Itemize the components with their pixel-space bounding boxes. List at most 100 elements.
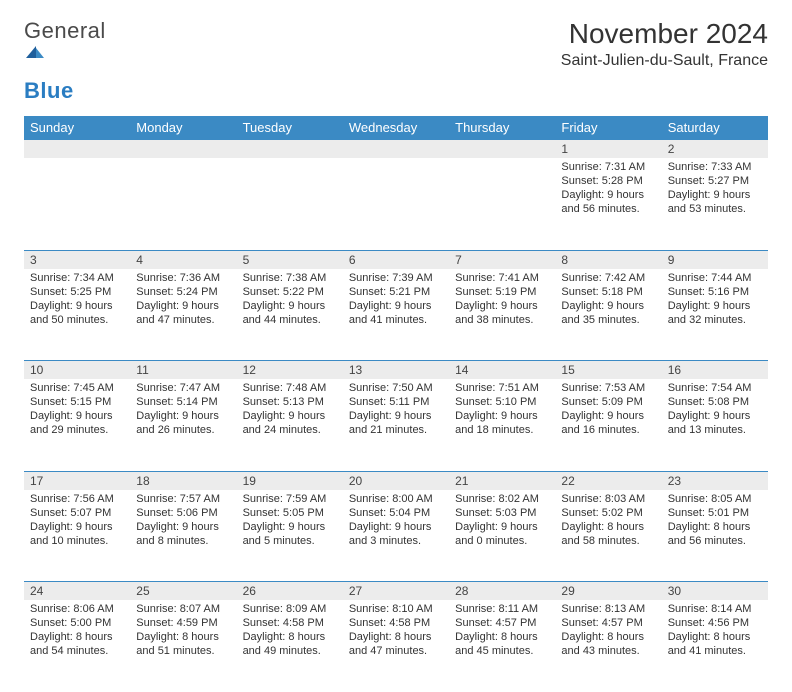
day-number [237,140,343,144]
sunset-line: Sunset: 5:16 PM [668,285,762,299]
sunset-line: Sunset: 5:22 PM [243,285,337,299]
cell-body: Sunrise: 7:45 AMSunset: 5:15 PMDaylight:… [24,379,130,441]
day-number: 6 [343,251,449,269]
cell-body: Sunrise: 7:47 AMSunset: 5:14 PMDaylight:… [130,379,236,441]
cell-body: Sunrise: 8:05 AMSunset: 5:01 PMDaylight:… [662,490,768,552]
daynum-cell: 2 [662,140,768,159]
daynum-cell: 25 [130,582,236,601]
cell-body: Sunrise: 8:09 AMSunset: 4:58 PMDaylight:… [237,600,343,662]
daynum-cell [343,140,449,159]
cell-body: Sunrise: 8:06 AMSunset: 5:00 PMDaylight:… [24,600,130,662]
day-number: 7 [449,251,555,269]
cell-body: Sunrise: 7:42 AMSunset: 5:18 PMDaylight:… [555,269,661,331]
daynum-row: 24252627282930 [24,582,768,601]
calendar-cell: Sunrise: 8:13 AMSunset: 4:57 PMDaylight:… [555,600,661,692]
daylight-line: Daylight: 8 hours and 51 minutes. [136,630,230,658]
day-number: 21 [449,472,555,490]
daynum-cell: 29 [555,582,661,601]
sunrise-line: Sunrise: 8:06 AM [30,602,124,616]
sunrise-line: Sunrise: 7:53 AM [561,381,655,395]
calendar-table: Sunday Monday Tuesday Wednesday Thursday… [24,116,768,692]
daynum-cell: 6 [343,250,449,269]
sunrise-line: Sunrise: 8:11 AM [455,602,549,616]
day-number [449,140,555,144]
calendar-cell: Sunrise: 7:54 AMSunset: 5:08 PMDaylight:… [662,379,768,471]
sunrise-line: Sunrise: 8:10 AM [349,602,443,616]
daylight-line: Daylight: 9 hours and 21 minutes. [349,409,443,437]
sunset-line: Sunset: 5:13 PM [243,395,337,409]
daynum-row: 17181920212223 [24,471,768,490]
cell-body: Sunrise: 7:59 AMSunset: 5:05 PMDaylight:… [237,490,343,552]
daylight-line: Daylight: 9 hours and 53 minutes. [668,188,762,216]
day-number: 20 [343,472,449,490]
daynum-cell: 17 [24,471,130,490]
day-number: 30 [662,582,768,600]
sunset-line: Sunset: 5:11 PM [349,395,443,409]
cell-body: Sunrise: 8:10 AMSunset: 4:58 PMDaylight:… [343,600,449,662]
calendar-cell: Sunrise: 8:00 AMSunset: 5:04 PMDaylight:… [343,490,449,582]
calendar-cell: Sunrise: 7:56 AMSunset: 5:07 PMDaylight:… [24,490,130,582]
sunset-line: Sunset: 5:06 PM [136,506,230,520]
day-number: 5 [237,251,343,269]
calendar-cell: Sunrise: 8:09 AMSunset: 4:58 PMDaylight:… [237,600,343,692]
calendar-cell: Sunrise: 7:34 AMSunset: 5:25 PMDaylight:… [24,269,130,361]
day-number: 18 [130,472,236,490]
day-number: 24 [24,582,130,600]
daynum-cell: 28 [449,582,555,601]
weekday-header: Wednesday [343,116,449,140]
cell-body: Sunrise: 8:02 AMSunset: 5:03 PMDaylight:… [449,490,555,552]
weekday-header: Tuesday [237,116,343,140]
sunrise-line: Sunrise: 8:03 AM [561,492,655,506]
location: Saint-Julien-du-Sault, France [561,52,768,70]
cell-body: Sunrise: 7:54 AMSunset: 5:08 PMDaylight:… [662,379,768,441]
calendar-cell: Sunrise: 8:05 AMSunset: 5:01 PMDaylight:… [662,490,768,582]
calendar-cell: Sunrise: 7:44 AMSunset: 5:16 PMDaylight:… [662,269,768,361]
cell-body: Sunrise: 7:38 AMSunset: 5:22 PMDaylight:… [237,269,343,331]
daynum-cell: 27 [343,582,449,601]
title-block: November 2024 Saint-Julien-du-Sault, Fra… [561,18,768,70]
daynum-cell: 3 [24,250,130,269]
cell-body: Sunrise: 8:03 AMSunset: 5:02 PMDaylight:… [555,490,661,552]
weekday-header: Friday [555,116,661,140]
calendar-cell: Sunrise: 8:14 AMSunset: 4:56 PMDaylight:… [662,600,768,692]
day-number: 25 [130,582,236,600]
day-number: 17 [24,472,130,490]
daylight-line: Daylight: 9 hours and 0 minutes. [455,520,549,548]
daynum-cell: 23 [662,471,768,490]
daylight-line: Daylight: 9 hours and 38 minutes. [455,299,549,327]
daynum-cell: 12 [237,361,343,380]
sunset-line: Sunset: 5:07 PM [30,506,124,520]
calendar-cell: Sunrise: 7:39 AMSunset: 5:21 PMDaylight:… [343,269,449,361]
sunrise-line: Sunrise: 7:44 AM [668,271,762,285]
calendar-cell: Sunrise: 7:36 AMSunset: 5:24 PMDaylight:… [130,269,236,361]
sunset-line: Sunset: 5:03 PM [455,506,549,520]
calendar-cell: Sunrise: 8:10 AMSunset: 4:58 PMDaylight:… [343,600,449,692]
daynum-cell [24,140,130,159]
calendar-cell: Sunrise: 7:57 AMSunset: 5:06 PMDaylight:… [130,490,236,582]
day-number [24,140,130,144]
calendar-cell [24,158,130,250]
daynum-cell: 19 [237,471,343,490]
sunset-line: Sunset: 5:08 PM [668,395,762,409]
daynum-row: 10111213141516 [24,361,768,380]
calendar-cell: Sunrise: 7:38 AMSunset: 5:22 PMDaylight:… [237,269,343,361]
daynum-row: 12 [24,140,768,159]
sunrise-line: Sunrise: 7:34 AM [30,271,124,285]
daylight-line: Daylight: 9 hours and 18 minutes. [455,409,549,437]
sunrise-line: Sunrise: 7:33 AM [668,160,762,174]
sunrise-line: Sunrise: 7:54 AM [668,381,762,395]
daynum-row: 3456789 [24,250,768,269]
day-number: 15 [555,361,661,379]
calendar-cell: Sunrise: 8:11 AMSunset: 4:57 PMDaylight:… [449,600,555,692]
sunrise-line: Sunrise: 7:57 AM [136,492,230,506]
calendar-cell: Sunrise: 8:06 AMSunset: 5:00 PMDaylight:… [24,600,130,692]
sunset-line: Sunset: 5:28 PM [561,174,655,188]
cell-body: Sunrise: 7:53 AMSunset: 5:09 PMDaylight:… [555,379,661,441]
sunrise-line: Sunrise: 7:56 AM [30,492,124,506]
sunset-line: Sunset: 5:10 PM [455,395,549,409]
day-number: 2 [662,140,768,158]
sunset-line: Sunset: 5:00 PM [30,616,124,630]
calendar-row: Sunrise: 7:56 AMSunset: 5:07 PM Daylight:… [24,490,768,582]
brand-name-b: Blue [24,78,74,103]
sunrise-line: Sunrise: 7:47 AM [136,381,230,395]
